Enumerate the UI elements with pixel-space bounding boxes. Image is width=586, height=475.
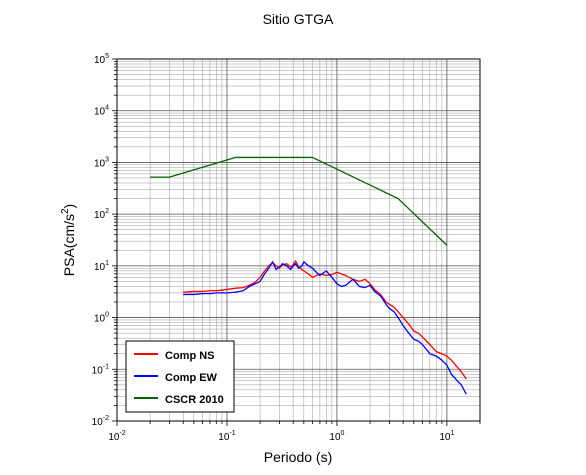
y-tick-label-base: 10 xyxy=(92,365,104,376)
legend-entry-comp-ew: Comp EW xyxy=(134,372,218,384)
x-tick-label: 101 xyxy=(439,430,454,443)
y-tick-label-base: 10 xyxy=(94,107,106,118)
ticks-layer xyxy=(112,58,481,426)
series-layer xyxy=(150,156,467,395)
y-tick-label: 100 xyxy=(94,312,109,325)
y-tick-label: 10-1 xyxy=(92,363,109,376)
series-line-cscr-2010 xyxy=(150,156,448,246)
y-tick-label-base: 10 xyxy=(94,158,106,169)
x-tick-label: 10-1 xyxy=(218,430,235,443)
y-axis-label-base: PSA(cm/s xyxy=(61,214,77,276)
legend-entry-cscr-2010: CSCR 2010 xyxy=(134,394,224,406)
y-tick-label: 10-2 xyxy=(92,415,109,428)
y-tick-label-exp: 4 xyxy=(105,105,109,112)
y-tick-label-exp: 2 xyxy=(105,208,109,215)
series-line-comp-ew xyxy=(183,261,467,395)
y-tick-label-base: 10 xyxy=(94,55,106,66)
y-tick-label-exp: 0 xyxy=(105,312,109,319)
legend-label-comp-ew: Comp EW xyxy=(165,372,218,384)
y-tick-label-exp: -1 xyxy=(103,363,109,370)
y-tick-label-exp: 1 xyxy=(105,260,109,267)
y-axis-label: PSA(cm/s2) xyxy=(60,204,77,276)
x-axis-label: Periodo (s) xyxy=(264,449,332,465)
y-tick-label-base: 10 xyxy=(94,210,106,221)
y-tick-label-exp: -2 xyxy=(103,415,109,422)
y-tick-label-exp: 5 xyxy=(105,53,109,60)
legend-label-comp-ns: Comp NS xyxy=(165,350,215,362)
y-tick-label-base: 10 xyxy=(94,262,106,273)
plot-frame xyxy=(116,58,481,422)
y-tick-label: 102 xyxy=(94,208,109,221)
legend: Comp NS Comp EW CSCR 2010 xyxy=(125,340,235,413)
chart-title: Sitio GTGA xyxy=(263,11,334,27)
y-tick-label: 103 xyxy=(94,156,109,169)
x-tick-label-exp: -2 xyxy=(119,430,125,437)
x-tick-label: 10-2 xyxy=(108,430,125,443)
y-axis-label-sup: 2 xyxy=(60,208,71,214)
y-tick-label-exp: 3 xyxy=(105,156,109,163)
grid-minor xyxy=(117,59,481,421)
y-tick-label-base: 10 xyxy=(92,417,104,428)
y-tick-label: 104 xyxy=(94,105,109,118)
y-tick-label: 105 xyxy=(94,53,109,66)
series-line-comp-ns xyxy=(183,260,467,380)
x-tick-label-exp: 0 xyxy=(341,430,345,437)
legend-label-cscr-2010: CSCR 2010 xyxy=(165,394,224,406)
y-tick-label: 101 xyxy=(94,260,109,273)
x-tick-label-base: 10 xyxy=(218,432,230,443)
legend-entry-comp-ns: Comp NS xyxy=(134,350,215,362)
y-axis-label-close: ) xyxy=(61,204,77,209)
x-tick-label-base: 10 xyxy=(108,432,120,443)
y-tick-label-base: 10 xyxy=(94,314,106,325)
x-tick-label-exp: 1 xyxy=(451,430,455,437)
x-tick-label: 100 xyxy=(329,430,344,443)
x-tick-label-exp: -1 xyxy=(229,430,235,437)
x-tick-labels: 10-2 10-1 100 101 xyxy=(108,430,454,443)
x-tick-label-base: 10 xyxy=(329,432,341,443)
x-tick-label-base: 10 xyxy=(439,432,451,443)
